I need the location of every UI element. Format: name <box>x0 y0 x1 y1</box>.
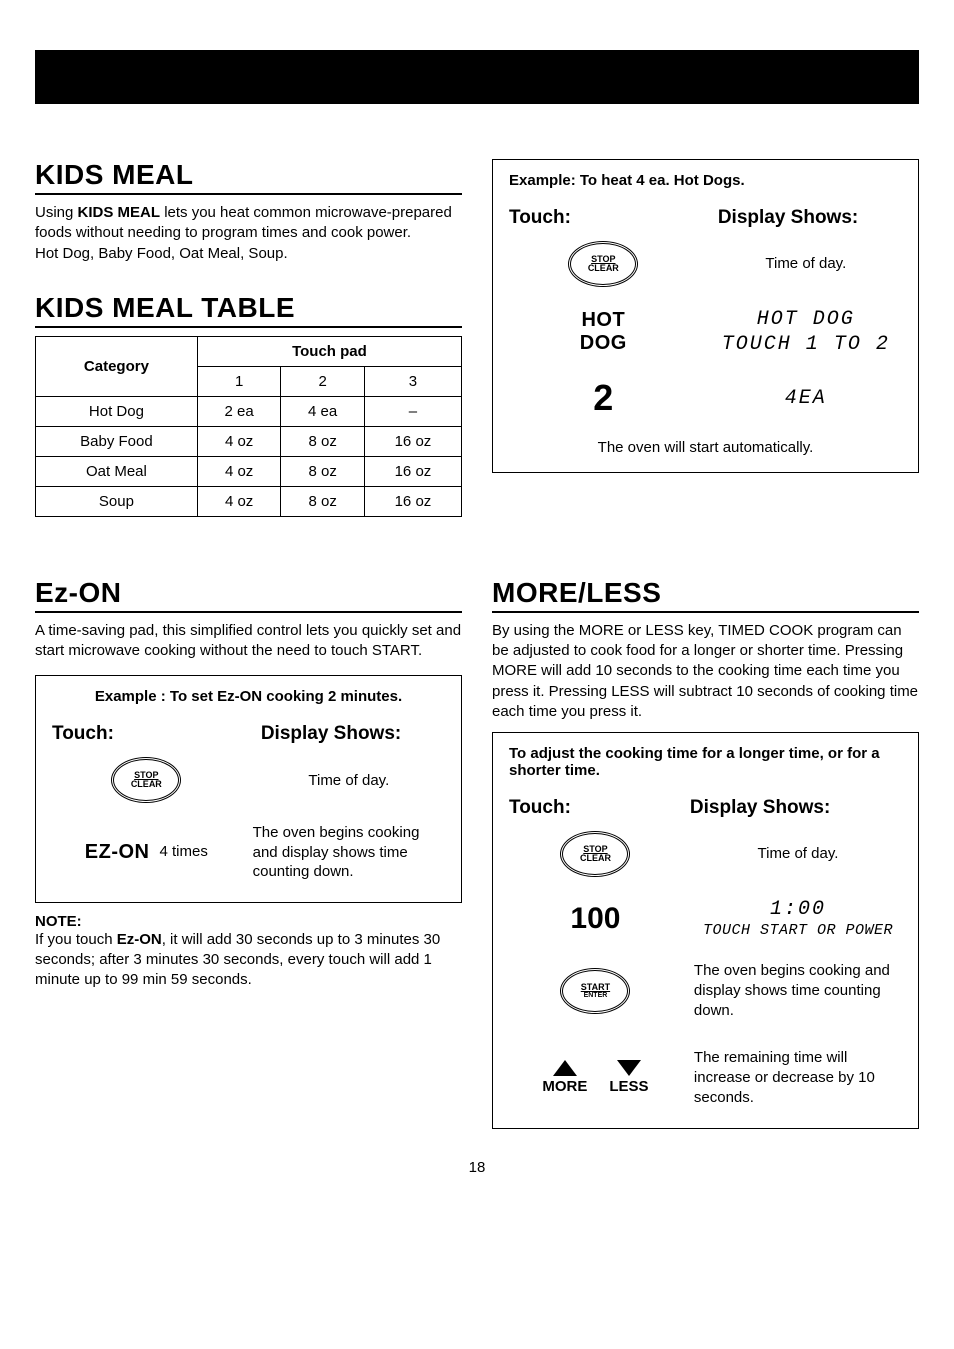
display-time-of-day: Time of day. <box>710 254 902 274</box>
kids-meal-para1: Using KIDS MEAL lets you heat common mic… <box>35 203 462 244</box>
cell: 4 ea <box>281 396 365 426</box>
cell: 16 oz <box>364 456 461 486</box>
stop-clear-button-icon: STOP CLEAR <box>111 757 181 803</box>
ezon-cook-text: The oven begins cooking and display show… <box>253 823 445 882</box>
table-row: Soup 4 oz 8 oz 16 oz <box>36 486 462 516</box>
touch-header: Touch: <box>52 723 217 745</box>
cell: 4 oz <box>197 486 281 516</box>
touch-header: Touch: <box>509 207 674 229</box>
kids-meal-heading: KIDS MEAL <box>35 159 462 195</box>
text-bold: KIDS MEAL <box>78 204 161 221</box>
text: ENTER <box>584 992 608 999</box>
hot-dog-button-label: HOT DOG <box>580 309 627 355</box>
ezon-example-box: Example : To set Ez-ON cooking 2 minutes… <box>35 675 462 903</box>
cell: – <box>364 396 461 426</box>
text: CLEAR <box>588 264 619 273</box>
text-bold: To heat 4 ea. Hot Dogs. <box>576 172 745 189</box>
kids-meal-para2: Hot Dog, Baby Food, Oat Meal, Soup. <box>35 244 462 264</box>
text: If you touch <box>35 931 117 948</box>
display-header: Display Shows: <box>674 207 902 229</box>
th-touchpad: Touch pad <box>197 336 461 366</box>
cell: 8 oz <box>281 456 365 486</box>
text-bold: Example: <box>509 172 576 189</box>
page-number: 18 <box>35 1159 919 1176</box>
ezon-para: A time-saving pad, this simplified contr… <box>35 621 462 662</box>
th-1: 1 <box>197 366 281 396</box>
moreless-heading: MORE/LESS <box>492 577 919 613</box>
moreless-text: The remaining time will increase or decr… <box>694 1048 902 1109</box>
cell: 2 ea <box>197 396 281 426</box>
cell: Soup <box>36 486 198 516</box>
keypad-100-label: 100 <box>570 902 620 936</box>
stop-clear-button-icon: STOP CLEAR <box>560 831 630 877</box>
start-text: The oven begins cooking and display show… <box>694 961 902 1022</box>
auto-start-text: The oven will start automatically. <box>509 439 902 456</box>
moreless-example-title: To adjust the cooking time for a longer … <box>509 745 902 779</box>
th-3: 3 <box>364 366 461 396</box>
example-title: Example: To heat 4 ea. Hot Dogs. <box>509 172 902 189</box>
text: HOT <box>580 309 627 332</box>
triangle-up-icon <box>553 1060 577 1076</box>
display-segment: HOT DOG <box>710 307 902 332</box>
note-heading: NOTE: <box>35 913 462 930</box>
less-button-icon: LESS <box>609 1060 648 1095</box>
display-header: Display Shows: <box>217 723 445 745</box>
text: START <box>581 983 610 992</box>
kids-meal-example-box: Example: To heat 4 ea. Hot Dogs. Touch: … <box>492 159 919 473</box>
cell: 16 oz <box>364 486 461 516</box>
text: CLEAR <box>580 854 611 863</box>
text: Using <box>35 204 78 221</box>
display-segment: 4EA <box>710 386 902 411</box>
text: LESS <box>609 1078 648 1095</box>
display-time-of-day: Time of day. <box>253 771 445 791</box>
table-row: Baby Food 4 oz 8 oz 16 oz <box>36 426 462 456</box>
header-black-bar <box>35 50 919 104</box>
ezon-button-label: EZ-ON <box>85 841 150 864</box>
more-button-icon: MORE <box>542 1060 587 1095</box>
keypad-2-label: 2 <box>593 377 613 419</box>
text: MORE <box>542 1078 587 1095</box>
kids-meal-table: Category Touch pad 1 2 3 Hot Dog 2 ea 4 … <box>35 336 462 517</box>
cell: 8 oz <box>281 426 365 456</box>
note-body: If you touch Ez-ON, it will add 30 secon… <box>35 930 462 991</box>
text: DOG <box>580 332 627 355</box>
th-category: Category <box>36 336 198 396</box>
display-header: Display Shows: <box>682 797 902 819</box>
start-enter-button-icon: START ENTER <box>560 968 630 1014</box>
table-row: Oat Meal 4 oz 8 oz 16 oz <box>36 456 462 486</box>
display-segment: TOUCH START OR POWER <box>694 922 902 941</box>
kids-meal-table-heading: KIDS MEAL TABLE <box>35 292 462 328</box>
text: CLEAR <box>131 780 162 789</box>
cell: 4 oz <box>197 426 281 456</box>
cell: Baby Food <box>36 426 198 456</box>
ezon-example-title: Example : To set Ez-ON cooking 2 minutes… <box>52 688 445 705</box>
display-segment: 1:00 <box>694 897 902 922</box>
display-time-of-day: Time of day. <box>694 844 902 864</box>
ezon-press-count: 4 times <box>159 842 207 862</box>
triangle-down-icon <box>617 1060 641 1076</box>
th-2: 2 <box>281 366 365 396</box>
moreless-para: By using the MORE or LESS key, TIMED COO… <box>492 621 919 722</box>
stop-clear-button-icon: STOP CLEAR <box>568 241 638 287</box>
table-row: Hot Dog 2 ea 4 ea – <box>36 396 462 426</box>
cell: 8 oz <box>281 486 365 516</box>
cell: Hot Dog <box>36 396 198 426</box>
touch-header: Touch: <box>509 797 682 819</box>
text-bold: Ez-ON <box>117 931 162 948</box>
moreless-example-box: To adjust the cooking time for a longer … <box>492 732 919 1129</box>
cell: Oat Meal <box>36 456 198 486</box>
cell: 4 oz <box>197 456 281 486</box>
display-segment: TOUCH 1 TO 2 <box>710 332 902 357</box>
cell: 16 oz <box>364 426 461 456</box>
ezon-heading: Ez-ON <box>35 577 462 613</box>
